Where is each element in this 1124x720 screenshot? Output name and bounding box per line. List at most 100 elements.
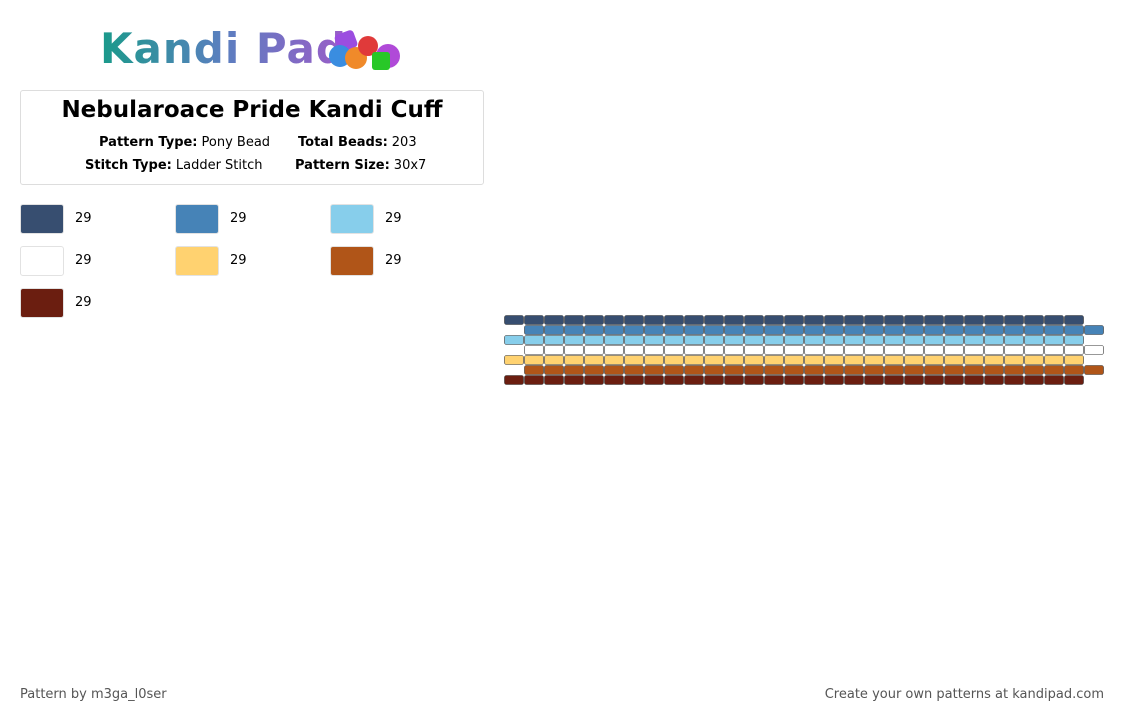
bead	[1084, 325, 1104, 335]
bead	[644, 345, 664, 355]
bead	[704, 315, 724, 325]
bead	[564, 375, 584, 385]
bead	[1024, 345, 1044, 355]
bead	[524, 345, 544, 355]
bead	[564, 365, 584, 375]
bead	[584, 365, 604, 375]
bead	[804, 355, 824, 365]
bead	[884, 345, 904, 355]
bead	[944, 365, 964, 375]
pattern	[504, 315, 1104, 385]
bead	[804, 365, 824, 375]
bead	[584, 355, 604, 365]
swatch-count: 29	[75, 211, 92, 226]
bead	[764, 365, 784, 375]
bead	[624, 355, 644, 365]
bead	[1004, 335, 1024, 345]
bead	[744, 315, 764, 325]
logo-icon	[329, 30, 400, 70]
bead	[984, 345, 1004, 355]
bead	[684, 375, 704, 385]
bead	[684, 315, 704, 325]
bead	[704, 365, 724, 375]
bead	[984, 375, 1004, 385]
bead	[864, 345, 884, 355]
meta-label: Total Beads:	[298, 135, 388, 150]
swatch-count: 29	[385, 211, 402, 226]
bead	[1084, 365, 1104, 375]
bead	[624, 345, 644, 355]
bead	[504, 315, 524, 325]
bead	[584, 325, 604, 335]
bead	[844, 325, 864, 335]
bead	[924, 365, 944, 375]
bead	[624, 315, 644, 325]
swatch	[330, 246, 374, 276]
bead	[884, 365, 904, 375]
bead	[844, 375, 864, 385]
bead	[904, 335, 924, 345]
footer-site: Create your own patterns at kandipad.com	[824, 687, 1104, 702]
bead	[824, 345, 844, 355]
bead	[884, 315, 904, 325]
bead	[604, 355, 624, 365]
bead	[984, 325, 1004, 335]
bead	[724, 325, 744, 335]
bead	[544, 325, 564, 335]
swatch-count: 29	[230, 253, 247, 268]
title: Nebularoace Pride Kandi Cuff	[61, 97, 443, 123]
bead	[584, 345, 604, 355]
bead	[584, 315, 604, 325]
bead	[924, 335, 944, 345]
bead	[1004, 365, 1024, 375]
bead	[664, 325, 684, 335]
meta: Stitch Type: Ladder Stitch	[85, 158, 263, 173]
bead	[964, 315, 984, 325]
bead	[864, 325, 884, 335]
bead	[664, 375, 684, 385]
bead	[864, 375, 884, 385]
bead	[1064, 365, 1084, 375]
bead	[764, 325, 784, 335]
bead	[924, 325, 944, 335]
bead	[704, 355, 724, 365]
bead	[744, 325, 764, 335]
bead	[644, 365, 664, 375]
bead	[504, 335, 524, 345]
bead	[564, 315, 584, 325]
bead	[664, 355, 684, 365]
bead	[1064, 315, 1084, 325]
bead	[684, 365, 704, 375]
bead	[524, 315, 544, 325]
bead	[704, 375, 724, 385]
bead	[1044, 315, 1064, 325]
bead	[964, 325, 984, 335]
bead	[804, 315, 824, 325]
bead	[584, 375, 604, 385]
bead	[764, 335, 784, 345]
bead	[684, 355, 704, 365]
bead	[1024, 315, 1044, 325]
bead	[584, 335, 604, 345]
bead	[724, 355, 744, 365]
bead	[1064, 335, 1084, 345]
meta: Pattern Type: Pony Bead	[99, 135, 270, 150]
bead	[844, 345, 864, 355]
bead	[1004, 345, 1024, 355]
bead	[704, 335, 724, 345]
bead	[1044, 365, 1064, 375]
bead	[824, 325, 844, 335]
bead	[1044, 335, 1064, 345]
bead	[724, 345, 744, 355]
bead	[744, 335, 764, 345]
bead	[904, 315, 924, 325]
bead	[1064, 325, 1084, 335]
bead	[924, 315, 944, 325]
meta-value: 203	[391, 135, 417, 150]
bead	[764, 315, 784, 325]
swatch	[330, 204, 374, 234]
bead	[524, 355, 544, 365]
bead	[1044, 325, 1064, 335]
bead	[964, 355, 984, 365]
bead	[544, 335, 564, 345]
